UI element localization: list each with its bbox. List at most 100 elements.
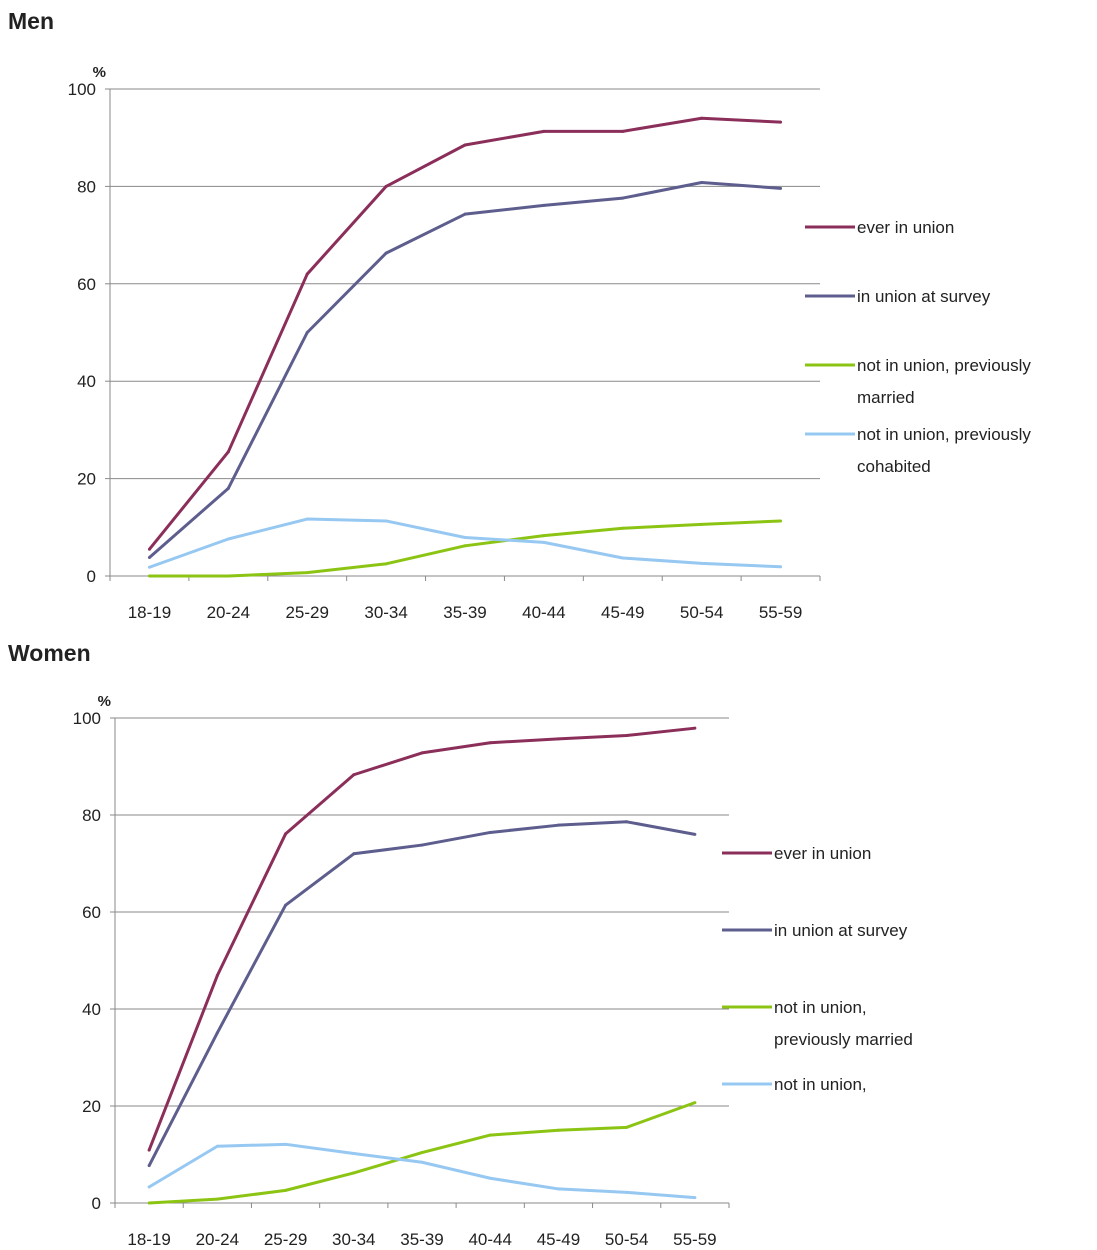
y-tick-label: 0 bbox=[92, 1194, 101, 1213]
y-tick-label: 0 bbox=[87, 567, 96, 586]
x-tick-label: 30-34 bbox=[364, 603, 407, 622]
data-point bbox=[284, 832, 288, 836]
x-tick-label: 55-59 bbox=[759, 603, 802, 622]
y-axis-unit-label: % bbox=[93, 64, 106, 81]
data-point bbox=[215, 1197, 219, 1201]
data-point bbox=[305, 571, 309, 575]
data-point bbox=[542, 540, 546, 544]
x-tick-label: 40-44 bbox=[522, 603, 565, 622]
data-point bbox=[352, 1152, 356, 1156]
data-point bbox=[384, 519, 388, 523]
data-point bbox=[226, 537, 230, 541]
data-point bbox=[284, 1188, 288, 1192]
y-tick-label: 80 bbox=[77, 177, 96, 196]
data-point bbox=[384, 251, 388, 255]
data-point bbox=[215, 1031, 219, 1035]
data-point bbox=[147, 547, 151, 551]
x-tick-label: 20-24 bbox=[207, 603, 250, 622]
data-point bbox=[779, 186, 783, 190]
data-point bbox=[147, 565, 151, 569]
data-point bbox=[625, 1125, 629, 1129]
data-point bbox=[463, 143, 467, 147]
data-point bbox=[352, 852, 356, 856]
data-point bbox=[779, 519, 783, 523]
data-point bbox=[556, 737, 560, 741]
x-tick-label: 45-49 bbox=[537, 1230, 580, 1249]
data-point bbox=[693, 832, 697, 836]
y-tick-label: 80 bbox=[82, 806, 101, 825]
data-point bbox=[625, 820, 629, 824]
data-point bbox=[420, 843, 424, 847]
data-point bbox=[693, 726, 697, 730]
y-tick-label: 40 bbox=[77, 372, 96, 391]
data-point bbox=[147, 1201, 151, 1205]
data-point bbox=[463, 212, 467, 216]
x-tick-label: 50-54 bbox=[605, 1230, 648, 1249]
data-point bbox=[779, 120, 783, 124]
legend-label: not in union, previously cohabited bbox=[857, 425, 1031, 476]
data-point bbox=[352, 773, 356, 777]
data-point bbox=[352, 1171, 356, 1175]
data-point bbox=[621, 129, 625, 133]
data-point bbox=[226, 574, 230, 578]
data-point bbox=[384, 562, 388, 566]
data-point bbox=[284, 1142, 288, 1146]
y-tick-label: 20 bbox=[77, 470, 96, 489]
data-point bbox=[625, 1190, 629, 1194]
data-point bbox=[215, 1144, 219, 1148]
data-point bbox=[420, 751, 424, 755]
data-point bbox=[700, 181, 704, 185]
data-point bbox=[693, 1101, 697, 1105]
chart-men: 0 20 40 60 80 100 18-19 20-24 25-29 30-34 35-39 40-… bbox=[68, 64, 1032, 622]
y-axis-unit-label: % bbox=[98, 693, 111, 710]
data-point bbox=[147, 555, 151, 559]
x-tick-label: 18-19 bbox=[128, 603, 171, 622]
x-tick-label: 18-19 bbox=[127, 1230, 170, 1249]
data-point bbox=[556, 1187, 560, 1191]
data-point bbox=[463, 544, 467, 548]
y-tick-label: 60 bbox=[82, 903, 101, 922]
data-point bbox=[420, 1151, 424, 1155]
x-tick-label: 25-29 bbox=[285, 603, 328, 622]
data-point bbox=[147, 574, 151, 578]
y-tick-label: 100 bbox=[73, 709, 101, 728]
series-line-1 bbox=[147, 726, 696, 1151]
data-point bbox=[226, 486, 230, 490]
chart-title-men: Men bbox=[8, 8, 54, 34]
data-point bbox=[700, 561, 704, 565]
data-point bbox=[384, 184, 388, 188]
legend-label: in union at survey bbox=[774, 921, 908, 940]
data-point bbox=[420, 1160, 424, 1164]
data-point bbox=[488, 741, 492, 745]
legend-label: ever in union bbox=[857, 218, 954, 237]
series-line-2 bbox=[147, 820, 696, 1167]
data-point bbox=[147, 1148, 151, 1152]
chart-title-women: Women bbox=[8, 640, 91, 666]
legend-label: not in union, previously married bbox=[857, 356, 1031, 407]
data-point bbox=[147, 1164, 151, 1168]
x-tick-label: 25-29 bbox=[264, 1230, 307, 1249]
data-point bbox=[305, 517, 309, 521]
x-tick-label: 20-24 bbox=[196, 1230, 239, 1249]
data-point bbox=[305, 272, 309, 276]
legend-label: ever in union bbox=[774, 844, 871, 863]
data-point bbox=[621, 196, 625, 200]
data-point bbox=[542, 534, 546, 538]
data-point bbox=[700, 116, 704, 120]
data-point bbox=[779, 565, 783, 569]
data-point bbox=[693, 1196, 697, 1200]
data-point bbox=[284, 903, 288, 907]
x-tick-label: 30-34 bbox=[332, 1230, 375, 1249]
x-tick-label: 35-39 bbox=[443, 603, 486, 622]
data-point bbox=[305, 331, 309, 334]
data-point bbox=[556, 823, 560, 827]
x-tick-label: 50-54 bbox=[680, 603, 723, 622]
data-point bbox=[463, 536, 467, 540]
data-point bbox=[621, 556, 625, 560]
data-point bbox=[700, 522, 704, 526]
data-point bbox=[226, 450, 230, 454]
data-point bbox=[542, 203, 546, 207]
legend-label: in union at survey bbox=[857, 287, 991, 306]
data-point bbox=[215, 974, 219, 978]
